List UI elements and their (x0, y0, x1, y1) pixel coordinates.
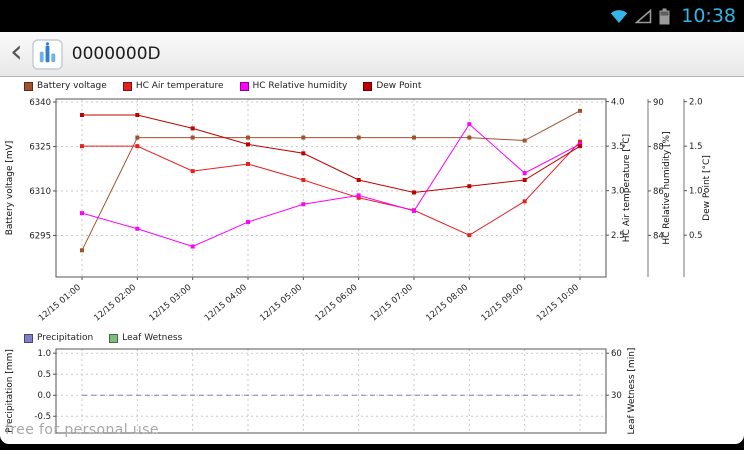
status-time: 10:38 (681, 5, 736, 27)
svg-text:0.5: 0.5 (689, 231, 703, 241)
legend-label: HC Air temperature (135, 81, 224, 91)
chart-area: Battery voltage HC Air temperature HC Rela… (0, 77, 744, 444)
svg-text:60: 60 (611, 349, 622, 359)
svg-text:12/15 08:00: 12/15 08:00 (424, 283, 470, 324)
svg-text:1.0: 1.0 (37, 349, 51, 359)
legend-item: HC Relative humidity (239, 81, 348, 91)
series-hc-relative-humidity (80, 122, 582, 249)
legend-item: Battery voltage (24, 81, 107, 91)
chart-precipitation-leafwetness: Precipitation Leaf Wetness 1.0 0.5 0.0 -0.5 Pr… (0, 331, 744, 444)
svg-text:0.5: 0.5 (37, 370, 51, 380)
svg-text:12/15 02:00: 12/15 02:00 (92, 283, 138, 324)
svg-text:1.0: 1.0 (689, 187, 703, 197)
legend-swatch-icon (122, 81, 132, 91)
left-axis: 1.0 0.5 0.0 -0.5 Precipitation [mm] (5, 349, 56, 433)
svg-text:Leaf Wetness [min]: Leaf Wetness [min] (627, 348, 637, 435)
status-bar: 10:38 (0, 0, 744, 32)
svg-text:6325: 6325 (29, 142, 51, 152)
svg-text:-0.5: -0.5 (34, 412, 51, 422)
svg-text:4.0: 4.0 (611, 98, 625, 108)
svg-text:30: 30 (611, 391, 622, 401)
svg-text:Dew Point [°C]: Dew Point [°C] (702, 155, 712, 221)
svg-text:6310: 6310 (29, 187, 51, 197)
legend-label: HC Relative humidity (252, 81, 348, 91)
svg-text:12/15 05:00: 12/15 05:00 (258, 283, 304, 324)
svg-text:6340: 6340 (29, 98, 51, 108)
svg-text:86: 86 (653, 187, 664, 197)
svg-text:2.5: 2.5 (611, 231, 625, 241)
svg-text:3.5: 3.5 (611, 142, 625, 152)
legend-swatch-icon (239, 81, 249, 91)
chart-canvas: 1.0 0.5 0.0 -0.5 Precipitation [mm] 60 30 Leaf … (5, 348, 637, 435)
wifi-icon (610, 8, 628, 24)
svg-text:Precipitation [mm]: Precipitation [mm] (5, 349, 15, 433)
right-axis-0: 4.0 3.5 3.0 2.5HC Air temperature [°C] (606, 98, 632, 242)
battery-icon (659, 8, 670, 25)
svg-text:88: 88 (653, 142, 664, 152)
legend-item: HC Air temperature (122, 81, 224, 91)
svg-text:12/15 09:00: 12/15 09:00 (480, 283, 526, 324)
svg-text:90: 90 (653, 98, 664, 108)
app-bar: ‹ 0000000D (0, 32, 744, 77)
series-battery-voltage (80, 108, 582, 253)
svg-text:1.5: 1.5 (689, 142, 703, 152)
svg-text:12/15 04:00: 12/15 04:00 (203, 283, 249, 324)
right-axis-0: 60 30 Leaf Wetness [min] (606, 348, 637, 435)
legend-label: Precipitation (37, 333, 94, 343)
chart-canvas: 6340 6325 6310 6295 Battery voltage [mV] 4.0 3… (5, 98, 712, 324)
back-button[interactable]: ‹ (10, 32, 23, 70)
series-hc-air-temperature (80, 139, 582, 238)
svg-text:84: 84 (653, 231, 664, 241)
svg-text:12/15 10:00: 12/15 10:00 (535, 283, 581, 324)
svg-text:12/15 01:00: 12/15 01:00 (37, 283, 83, 324)
svg-text:12/15 07:00: 12/15 07:00 (369, 283, 415, 324)
legend-label: Dew Point (376, 81, 422, 91)
chart-weather-sensors: Battery voltage HC Air temperature HC Rela… (0, 79, 744, 329)
svg-text:12/15 03:00: 12/15 03:00 (148, 283, 194, 324)
watermark-text: free for personal use (5, 422, 159, 438)
legend-item: Dew Point (363, 81, 421, 91)
legend-swatch-icon (24, 81, 33, 91)
svg-text:HC Relative humidity [%]: HC Relative humidity [%] (662, 131, 672, 244)
legend-swatch-icon (109, 333, 119, 343)
legend-label: Leaf Wetness (122, 333, 183, 343)
page-title: 0000000D (71, 44, 161, 64)
legend-swatch-icon (363, 81, 373, 91)
gridlines (56, 99, 606, 277)
svg-text:6295: 6295 (29, 231, 51, 241)
legend-swatch-icon (24, 333, 33, 343)
svg-text:2.0: 2.0 (689, 98, 703, 108)
left-axis: 6340 6325 6310 6295 Battery voltage [mV] (5, 98, 56, 241)
chart-legend: Battery voltage HC Air temperature HC Rela… (24, 79, 744, 93)
app-logo-icon[interactable] (32, 38, 63, 70)
chart-legend: Precipitation Leaf Wetness (24, 331, 744, 345)
gridlines (56, 349, 606, 433)
svg-text:Battery voltage [mV]: Battery voltage [mV] (5, 141, 15, 236)
x-axis-labels: 12/15 01:00 12/15 02:00 12/15 03:00 12/15 0… (37, 277, 581, 324)
svg-text:3.0: 3.0 (611, 187, 625, 197)
svg-text:HC Air temperature [°C]: HC Air temperature [°C] (622, 134, 632, 242)
svg-text:12/15 06:00: 12/15 06:00 (314, 283, 360, 324)
right-axis-2: 2.0 1.5 1.0 0.5 Dew Point [°C] (683, 98, 712, 277)
legend-item: Precipitation (24, 333, 93, 343)
signal-icon (635, 8, 652, 24)
legend-item: Leaf Wetness (109, 333, 182, 343)
series-dew-point (80, 113, 582, 195)
legend-label: Battery voltage (37, 81, 107, 91)
svg-text:0.0: 0.0 (37, 391, 51, 401)
